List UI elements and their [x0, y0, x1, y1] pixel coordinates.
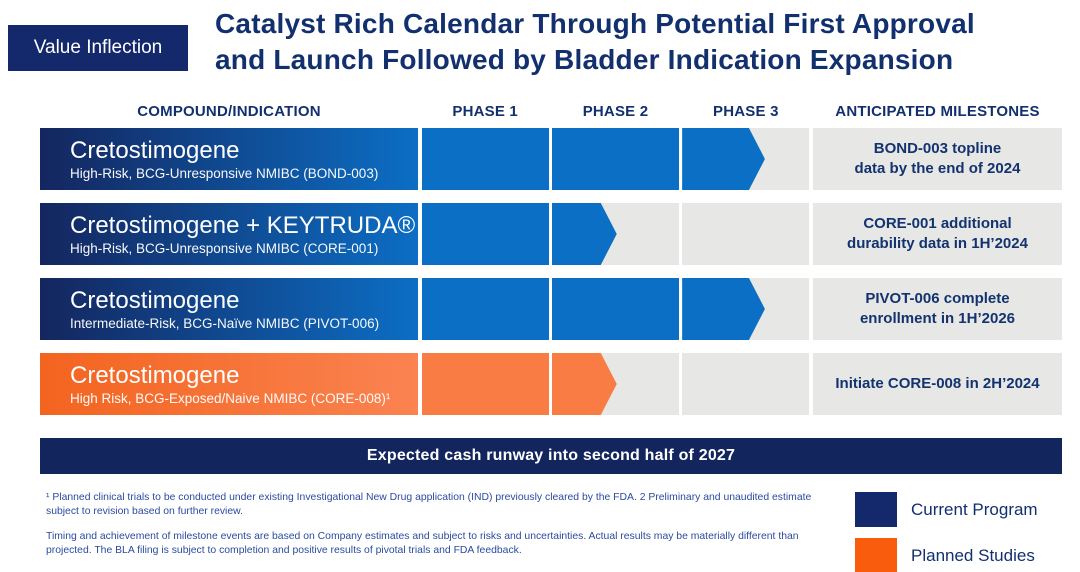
cash-runway-text: Expected cash runway into second half of… — [366, 447, 736, 464]
legend-item-current-program: Current Program — [855, 492, 1038, 527]
value-inflection-badge: Value Inflection — [8, 25, 188, 71]
compound-cell: Cretostimogene Intermediate-Risk, BCG-Na… — [40, 278, 418, 340]
compound-name: Cretostimogene — [70, 361, 240, 389]
indication-label: High-Risk, BCG-Unresponsive NMIBC (CORE-… — [70, 241, 379, 257]
pipeline-row-pivot006: Cretostimogene Intermediate-Risk, BCG-Na… — [40, 278, 1062, 340]
milestone-text: PIVOT-006 complete enrollment in 1H’2026 — [859, 289, 1016, 327]
column-header-compound: COMPOUND/INDICATION — [137, 103, 321, 120]
phase2-segment — [551, 203, 680, 265]
phase3-segment — [682, 128, 810, 190]
phase-track — [421, 203, 810, 265]
phase3-segment — [682, 203, 810, 265]
footnote-2: Timing and achievement of milestone even… — [46, 531, 799, 557]
indication-label: Intermediate-Risk, BCG-Naïve NMIBC (PIVO… — [70, 316, 380, 332]
milestone-cell: Initiate CORE-008 in 2H’2024 — [813, 353, 1062, 415]
column-headers: COMPOUND/INDICATION PHASE 1 PHASE 2 PHAS… — [40, 103, 1062, 123]
phase2-segment — [551, 353, 680, 415]
pipeline-row-bond003: Cretostimogene High-Risk, BCG-Unresponsi… — [40, 128, 1062, 190]
legend-label: Planned Studies — [911, 545, 1035, 565]
phase3-segment — [682, 353, 810, 415]
phase1-segment — [421, 203, 549, 265]
footnote-1: ¹ Planned clinical trials to be conducte… — [46, 492, 812, 518]
legend: Current Program Planned Studies — [855, 492, 1038, 572]
compound-name: Cretostimogene — [70, 286, 240, 314]
phase1-segment — [421, 278, 549, 340]
pipeline-table: COMPOUND/INDICATION PHASE 1 PHASE 2 PHAS… — [40, 103, 1062, 428]
page-title: Catalyst Rich Calendar Through Potential… — [215, 8, 975, 76]
milestone-text: Initiate CORE-008 in 2H’2024 — [835, 374, 1040, 392]
badge-label: Value Inflection — [33, 37, 163, 58]
column-header-milestones: ANTICIPATED MILESTONES — [835, 103, 1040, 120]
compound-name: Cretostimogene + KEYTRUDA® — [70, 211, 416, 239]
milestone-text: BOND-003 topline data by the end of 2024 — [854, 139, 1021, 177]
legend-item-planned-studies: Planned Studies — [855, 538, 1038, 572]
phase-track — [421, 278, 810, 340]
phase3-segment — [682, 278, 810, 340]
column-header-phase2: PHASE 2 — [582, 103, 649, 120]
indication-label: High Risk, BCG-Exposed/Naive NMIBC (CORE… — [70, 391, 391, 407]
phase-headers: PHASE 1 PHASE 2 PHASE 3 — [422, 103, 810, 123]
column-header-phase3: PHASE 3 — [713, 103, 779, 120]
phase-track — [421, 128, 810, 190]
footnotes: ¹ Planned clinical trials to be conducte… — [46, 491, 838, 569]
legend-label: Current Program — [911, 499, 1038, 519]
milestone-cell: CORE-001 additional durability data in 1… — [813, 203, 1062, 265]
planned-studies-swatch — [855, 538, 897, 572]
compound-cell: Cretostimogene High-Risk, BCG-Unresponsi… — [40, 128, 418, 190]
pipeline-row-core001: Cretostimogene + KEYTRUDA® High-Risk, BC… — [40, 203, 1062, 265]
indication-label: High-Risk, BCG-Unresponsive NMIBC (BOND-… — [70, 166, 379, 182]
milestone-cell: BOND-003 topline data by the end of 2024 — [813, 128, 1062, 190]
column-header-phase1: PHASE 1 — [452, 103, 518, 120]
phase2-segment — [551, 128, 680, 190]
compound-cell: Cretostimogene + KEYTRUDA® High-Risk, BC… — [40, 203, 418, 265]
compound-cell: Cretostimogene High Risk, BCG-Exposed/Na… — [40, 353, 418, 415]
phase2-segment — [551, 278, 680, 340]
milestone-cell: PIVOT-006 complete enrollment in 1H’2026 — [813, 278, 1062, 340]
phase1-segment — [421, 128, 549, 190]
cash-runway-banner: Expected cash runway into second half of… — [40, 438, 1062, 474]
pipeline-row-core008: Cretostimogene High Risk, BCG-Exposed/Na… — [40, 353, 1062, 415]
phase-track — [421, 353, 810, 415]
current-program-swatch — [855, 492, 897, 527]
compound-name: Cretostimogene — [70, 136, 240, 164]
phase1-segment — [421, 353, 549, 415]
milestone-text: CORE-001 additional durability data in 1… — [847, 214, 1028, 252]
